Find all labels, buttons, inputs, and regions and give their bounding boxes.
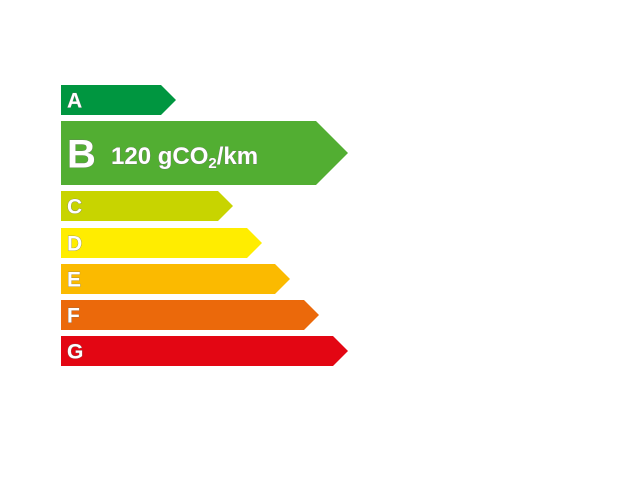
rating-letter: F [67,305,80,328]
rating-arrow [61,300,319,330]
rating-arrow [61,191,233,221]
rating-bar-a: A [61,85,176,115]
rating-bar-b: B [61,121,348,185]
rating-arrow [61,228,262,258]
rating-bar-f: F [61,300,319,330]
rating-bar-e: E [61,264,290,294]
rating-letter: G [67,341,83,364]
rating-arrow [61,336,348,366]
rating-letter: B [67,132,96,176]
rating-arrow [61,121,348,185]
rating-arrow [61,85,176,115]
rating-letter: E [67,269,81,292]
rating-bar-d: D [61,228,262,258]
emission-value: 120 gCO2/km [111,143,258,172]
rating-bar-g: G [61,336,348,366]
rating-bar-c: C [61,191,233,221]
rating-letter: C [67,196,82,219]
rating-letter: D [67,233,82,256]
rating-letter: A [67,90,82,113]
rating-arrow [61,264,290,294]
